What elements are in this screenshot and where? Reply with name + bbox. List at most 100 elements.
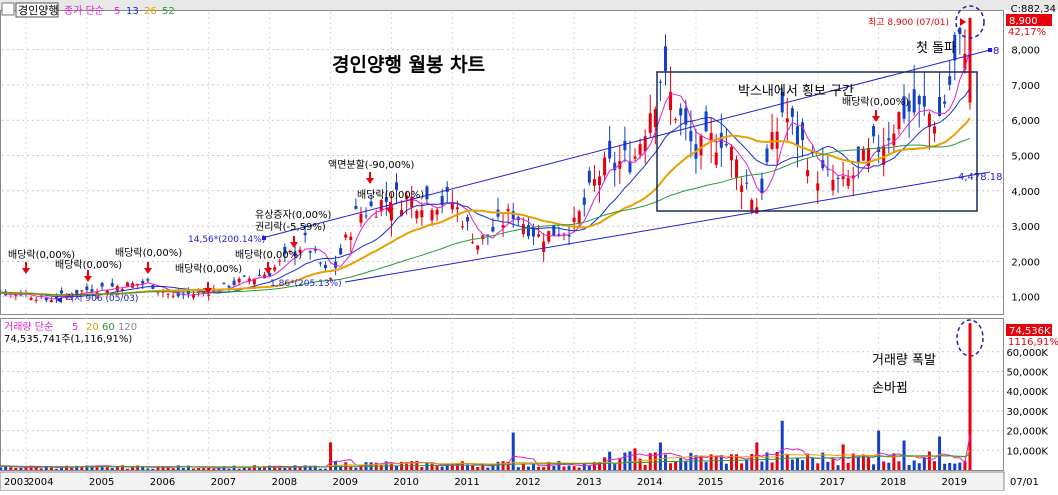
volume-bar: [608, 451, 612, 470]
candle: [359, 206, 363, 228]
trend-value-low: 4,478.18: [958, 172, 1003, 183]
volume-bar: [430, 462, 434, 470]
candle-body: [379, 200, 383, 212]
candle-body: [537, 234, 541, 237]
volume-bar: [420, 466, 424, 470]
price-axis: 8,000 7,000 6,000 5,000 4,000 3,000 2,000 1,000…: [1006, 4, 1056, 304]
candle-body: [166, 293, 170, 295]
volume-bar: [516, 467, 520, 470]
candle-body: [699, 135, 703, 156]
candle-body: [242, 275, 246, 277]
price-ma-period: 52: [162, 6, 175, 17]
candle: [806, 157, 810, 184]
volume-bar: [948, 463, 952, 470]
candle-body: [968, 17, 972, 103]
volume-ma-period: 120: [118, 322, 137, 333]
candle: [339, 243, 343, 256]
candle: [653, 106, 657, 145]
candle-body: [562, 233, 566, 235]
candle: [400, 200, 404, 217]
price-legend-prefix: 종가 단순: [64, 5, 104, 17]
candle-body: [872, 126, 876, 137]
volume-bar: [922, 457, 926, 470]
candle: [663, 34, 667, 86]
candle-body: [948, 76, 952, 85]
time-axis-label: 2008: [272, 477, 297, 488]
candle: [684, 99, 688, 141]
candle: [598, 170, 602, 203]
candle: [882, 127, 886, 177]
candle: [364, 207, 368, 220]
candle: [765, 144, 769, 165]
candle-body: [323, 264, 327, 269]
candle: [603, 151, 607, 182]
candle-body: [308, 251, 312, 253]
volume-bar: [795, 457, 799, 470]
volume-bar: [826, 461, 830, 470]
event-label: 배당락(0,00%): [842, 96, 909, 108]
candle-body: [298, 249, 302, 253]
candle-body: [856, 146, 860, 163]
candle-body: [714, 152, 718, 165]
volume-bar: [491, 463, 495, 470]
volume-ma-period: 60: [102, 322, 115, 333]
volume-bar: [181, 467, 185, 470]
volume-bar: [425, 462, 429, 470]
volume-bar: [882, 461, 886, 470]
volume-bar: [501, 461, 505, 470]
candle-body: [354, 205, 358, 209]
low-price-label: 최저 906 (05/03): [66, 293, 138, 304]
price-tick-label: 5,000: [1011, 152, 1040, 163]
candle-body: [658, 81, 662, 83]
volume-bar: [263, 466, 267, 470]
volume-bar: [176, 465, 180, 470]
event-arrow-head: [264, 268, 272, 274]
candle-body: [136, 283, 140, 285]
candle-body: [587, 170, 591, 183]
volume-bar: [735, 454, 739, 470]
candle-body: [364, 215, 368, 217]
volume-bar: [806, 453, 810, 470]
volume-bar: [750, 454, 754, 470]
candle-body: [740, 185, 744, 192]
current-pct-text: 42,17%: [1008, 27, 1046, 38]
volume-tick-label: 10,000K: [1006, 446, 1048, 457]
volume-bar: [557, 460, 561, 470]
candle-body: [14, 294, 18, 296]
candle: [273, 264, 277, 273]
volume-bar: [663, 454, 667, 470]
candle: [587, 167, 591, 186]
volume-tick-label: 20,000K: [1006, 427, 1048, 438]
candle-body: [435, 209, 439, 215]
volume-bar: [658, 442, 662, 470]
volume-bar: [953, 463, 957, 470]
candle: [613, 151, 617, 187]
candle-body: [526, 225, 530, 237]
price-ma-period: 26: [144, 6, 157, 17]
hand-change-annotation: 손바뀜: [872, 381, 908, 396]
volume-bar: [968, 323, 972, 470]
candle: [704, 105, 708, 133]
volume-bar: [191, 468, 195, 470]
box-annotation: 박스내에서 횡보 구간: [738, 84, 854, 99]
candle: [415, 209, 419, 224]
candle: [49, 297, 53, 303]
candle-body: [552, 224, 556, 236]
candle-body: [460, 226, 464, 228]
volume-bar: [445, 463, 449, 470]
trend-handle: [262, 236, 266, 240]
volume-bar: [780, 420, 784, 470]
chart-menu-icon: [1, 2, 15, 16]
time-axis-label: 2010: [393, 477, 418, 488]
candle: [85, 283, 89, 293]
candle-body: [278, 260, 282, 262]
volume-bar: [816, 463, 820, 470]
candle-body: [633, 156, 637, 159]
candle: [476, 245, 480, 255]
candle: [445, 181, 449, 204]
volume-bar: [618, 458, 622, 470]
candle-body: [283, 246, 287, 255]
candle-body: [273, 267, 277, 271]
